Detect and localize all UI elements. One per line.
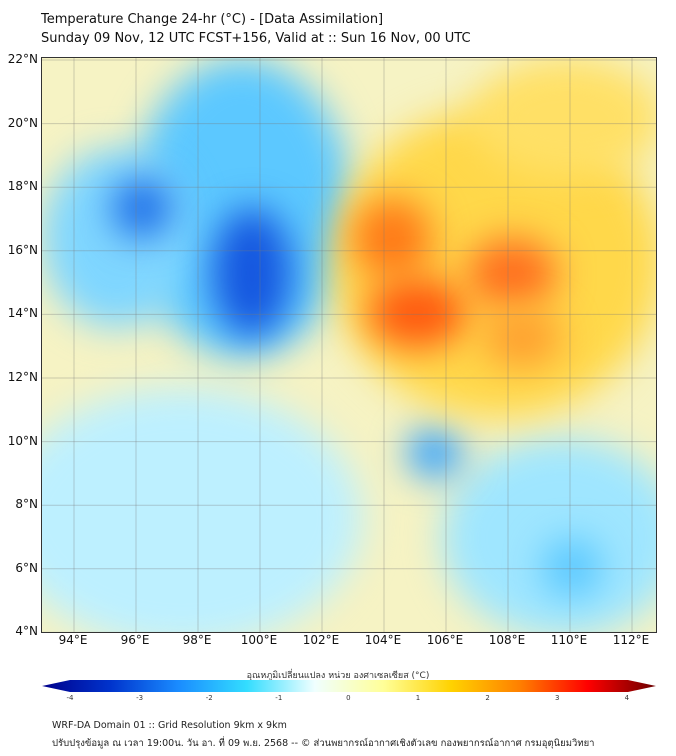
- cool-region: [42, 148, 192, 328]
- cool-region: [442, 438, 656, 632]
- latitude-label: 16°N: [7, 242, 38, 257]
- latitude-label: 22°N: [7, 52, 38, 66]
- cool-core: [407, 428, 462, 478]
- colorbar-tick-label: -1: [275, 694, 283, 702]
- cool-core: [112, 178, 172, 238]
- warm-core: [482, 308, 562, 368]
- longitude-label: 106°E: [426, 633, 464, 647]
- longitude-label: 108°E: [488, 633, 526, 647]
- colorbar-tick-label: 0: [346, 694, 351, 702]
- map-subtitle: Sunday 09 Nov, 12 UTC FCST+156, Valid at…: [41, 31, 471, 46]
- colorbar: [42, 680, 656, 692]
- latitude-label: 8°N: [15, 497, 38, 512]
- longitude-label: 104°E: [364, 633, 402, 647]
- colorbar-gradient: [42, 680, 656, 692]
- colorbar-title: อุณหภูมิเปลี่ยนแปลง หน่วย องศาเซลเซียส (…: [246, 671, 430, 681]
- longitude-label: 94°E: [58, 633, 88, 647]
- cool-region: [42, 388, 362, 632]
- latitude-label: 18°N: [7, 179, 38, 194]
- longitude-label: 110°E: [550, 633, 588, 647]
- colorbar-tick-label: -4: [66, 694, 74, 702]
- colorbar-tick-label: -3: [136, 694, 144, 702]
- hot-core: [467, 238, 557, 308]
- latitude-label: 14°N: [7, 306, 38, 321]
- cool-core: [542, 538, 602, 598]
- colorbar-tick-label: 3: [554, 694, 560, 702]
- latitude-label: 6°N: [15, 560, 38, 575]
- longitude-label: 112°E: [612, 633, 650, 647]
- longitude-label: 98°E: [182, 633, 212, 647]
- graticule: [42, 58, 656, 632]
- colorbar-tick-label: 4: [624, 694, 630, 702]
- colorbar-tick-label: 2: [485, 694, 490, 702]
- longitude-label: 96°E: [120, 633, 150, 647]
- latitude-label: 10°N: [7, 433, 38, 448]
- longitude-label: 100°E: [240, 633, 278, 647]
- colorbar-tick-label: 1: [415, 694, 421, 702]
- colorbar-tick-label: -2: [205, 694, 213, 702]
- map-title: Temperature Change 24-hr (°C) - [Data As…: [41, 12, 384, 27]
- warm-region: [472, 58, 656, 178]
- latitude-label: 12°N: [7, 370, 38, 384]
- longitude-label: 102°E: [302, 633, 340, 647]
- hot-core: [352, 198, 432, 278]
- latitude-label: 20°N: [7, 115, 38, 130]
- latitude-label: 4°N: [15, 624, 38, 639]
- footer-model-info: WRF-DA Domain 01 :: Grid Resolution 9km …: [52, 720, 287, 731]
- hot-core: [367, 278, 467, 348]
- footer-update-info: ปรับปรุงข้อมูล ณ เวลา 19:00น. วัน อา. ที…: [52, 738, 595, 749]
- cool-core: [212, 208, 292, 338]
- temperature-change-map: [41, 57, 657, 633]
